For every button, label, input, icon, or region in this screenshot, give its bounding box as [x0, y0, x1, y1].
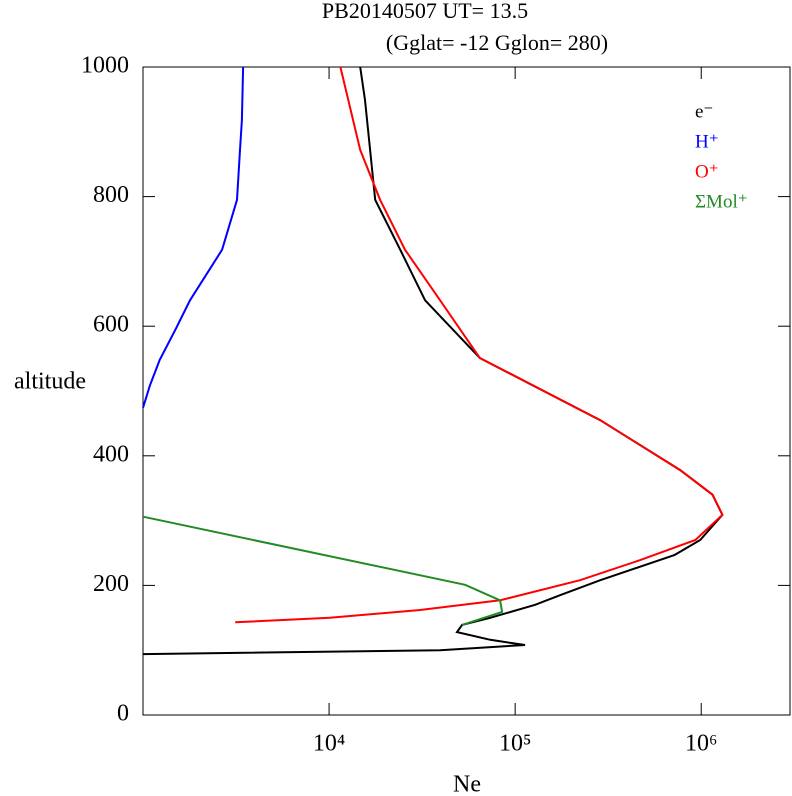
- x-axis-label: Ne: [453, 772, 481, 796]
- y-axis-label: altitude: [14, 369, 86, 395]
- legend-entry: O⁺: [695, 161, 719, 182]
- data-line: [142, 66, 245, 409]
- y-tick-label: 800: [93, 182, 129, 208]
- y-tick-label: 400: [93, 441, 129, 467]
- legend-entry: H⁺: [695, 131, 719, 152]
- chart-subtitle: (Gglat= -12 Gglon= 280): [386, 30, 608, 55]
- y-tick-label: 200: [93, 571, 129, 597]
- x-tick-label: 10⁴: [313, 731, 345, 757]
- y-tick-label: 0: [117, 701, 129, 727]
- chart-title: PB20140507 UT= 13.5: [322, 0, 528, 23]
- data-line: [142, 66, 724, 656]
- data-line: [235, 66, 724, 624]
- plot-frame: [142, 66, 791, 716]
- legend-entry: e⁻: [695, 101, 713, 122]
- x-tick-label: 10⁵: [499, 731, 531, 757]
- y-tick-label: 600: [93, 312, 129, 338]
- y-tick-label: 1000: [81, 53, 129, 79]
- x-tick-label: 10⁶: [685, 731, 717, 757]
- data-line: [142, 515, 504, 626]
- legend-entry: ΣMol⁺: [695, 191, 748, 212]
